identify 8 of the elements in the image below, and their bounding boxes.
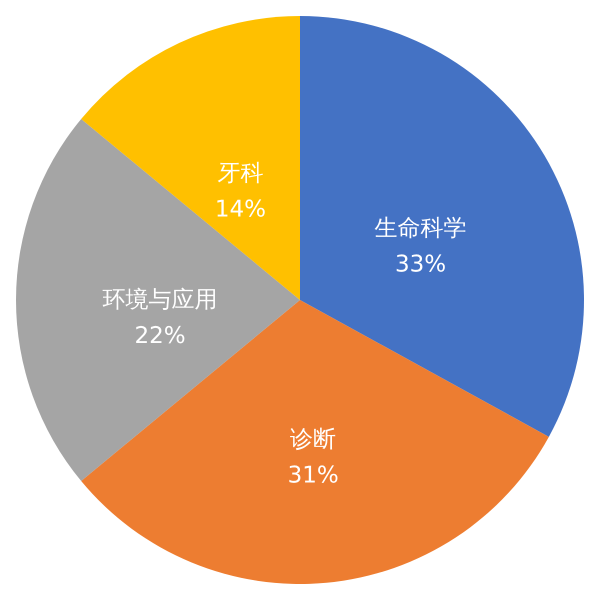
data-label: 31%: [288, 462, 339, 488]
slice-label: 环境与应用: [102, 287, 218, 313]
data-label: 14%: [214, 196, 266, 222]
data-label: 22%: [134, 323, 186, 349]
slice-label: 诊断: [290, 426, 336, 452]
slice-label: 牙科: [217, 160, 264, 186]
slice-label: 生命科学: [374, 216, 467, 242]
data-label: 33%: [394, 252, 446, 278]
